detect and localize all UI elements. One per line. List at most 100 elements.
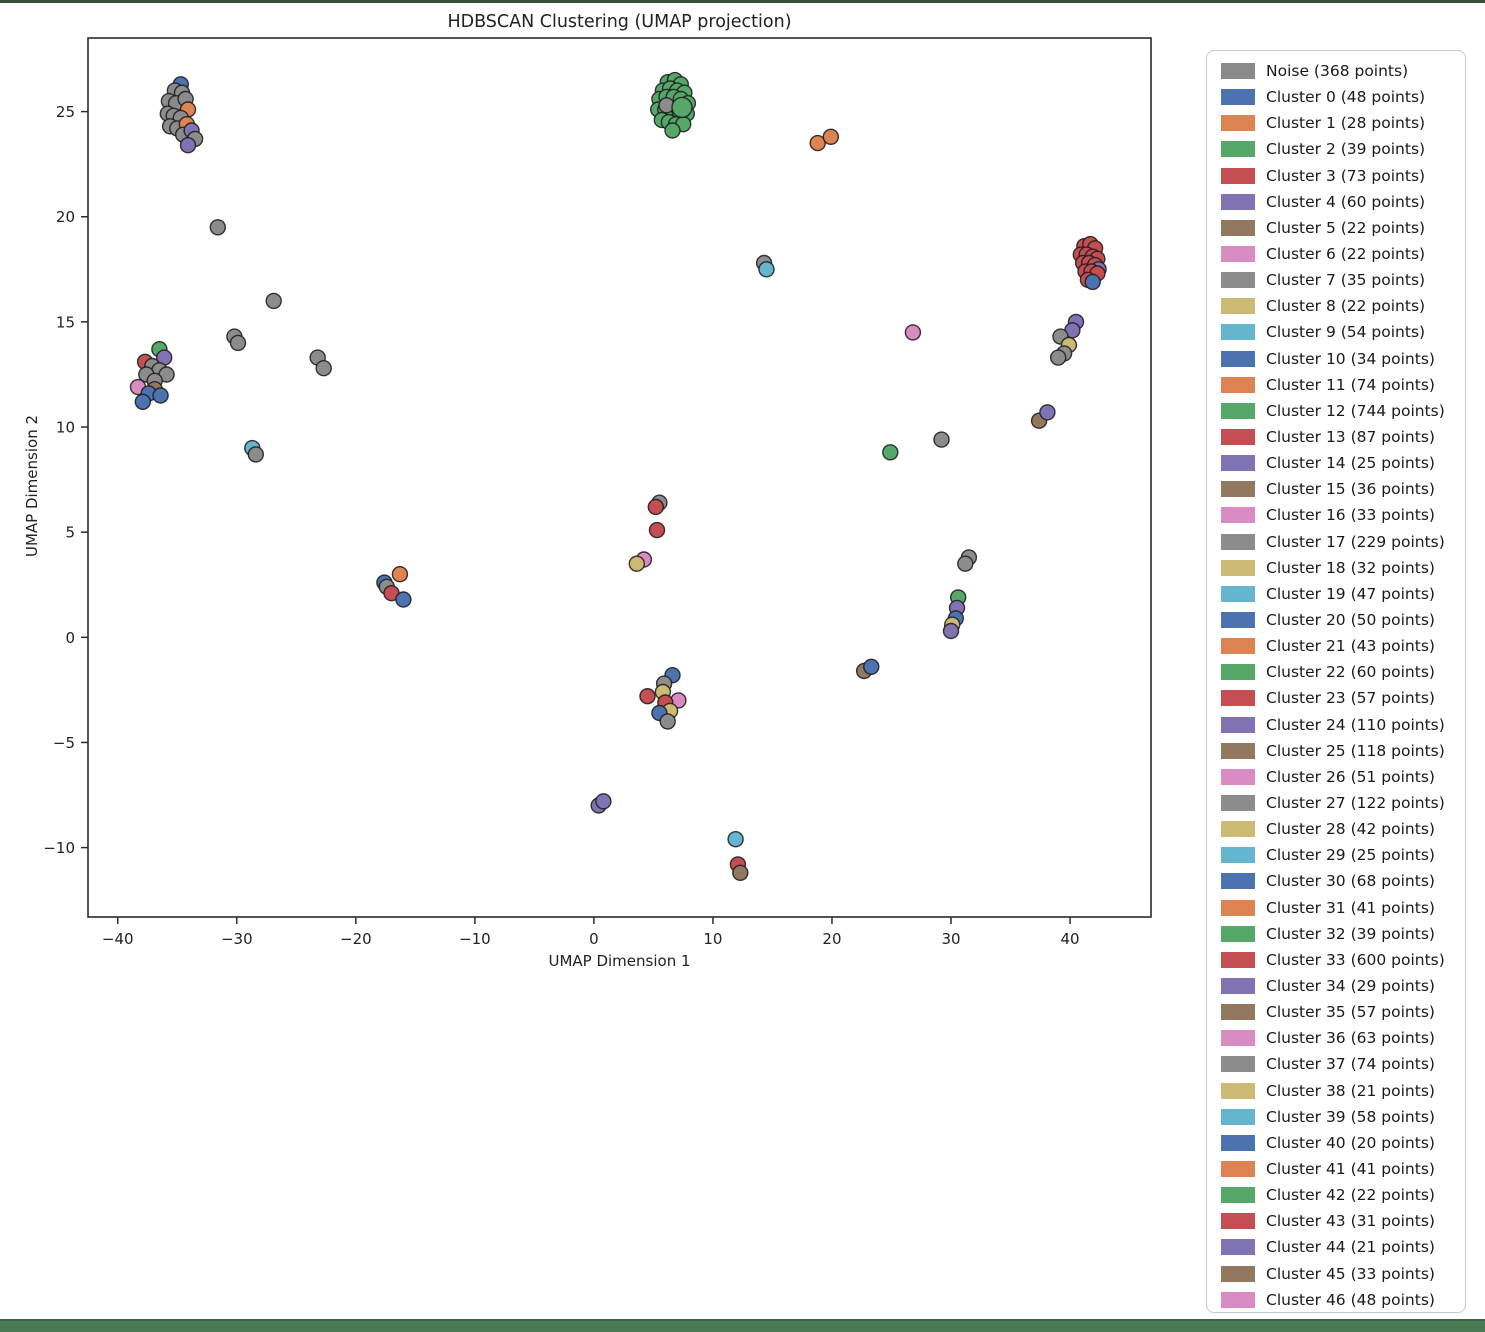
- legend-swatch: [1221, 507, 1255, 524]
- legend-label: Cluster 12 (744 points): [1266, 401, 1445, 420]
- scatter-point: [265, 292, 282, 310]
- legend-swatch: [1221, 612, 1255, 629]
- legend-item: Cluster 2 (39 points): [1221, 136, 1465, 162]
- legend-item: Cluster 17 (229 points): [1221, 529, 1465, 555]
- bottom-border-bar: [0, 1319, 1485, 1332]
- legend-label: Cluster 39 (58 points): [1266, 1107, 1435, 1126]
- legend-swatch: [1221, 847, 1255, 864]
- legend-swatch: [1221, 925, 1255, 942]
- legend-label: Cluster 26 (51 points): [1266, 767, 1435, 786]
- legend-label: Cluster 45 (33 points): [1266, 1264, 1435, 1283]
- legend-item: Cluster 16 (33 points): [1221, 502, 1465, 528]
- legend-label: Cluster 17 (229 points): [1266, 532, 1445, 551]
- scatter-point: [727, 831, 744, 848]
- legend-swatch: [1221, 1082, 1255, 1099]
- legend-swatch: [1221, 1213, 1255, 1230]
- scatter-point: [904, 324, 922, 341]
- legend-label: Cluster 24 (110 points): [1266, 715, 1445, 734]
- legend-swatch: [1221, 429, 1255, 446]
- legend-label: Cluster 33 (600 points): [1266, 950, 1445, 969]
- legend-swatch: [1221, 873, 1255, 890]
- scatter-point: [863, 658, 880, 675]
- legend-label: Cluster 15 (36 points): [1266, 480, 1435, 499]
- legend-label: Cluster 32 (39 points): [1266, 924, 1435, 943]
- legend-swatch: [1221, 1265, 1255, 1282]
- legend-swatch: [1221, 63, 1255, 80]
- scatter-point: [179, 136, 197, 154]
- scatter-point: [822, 128, 839, 146]
- scatter-point: [229, 334, 247, 352]
- legend-label: Cluster 1 (28 points): [1266, 114, 1426, 133]
- legend-label: Cluster 19 (47 points): [1266, 584, 1435, 603]
- scatter-plot: −40 −30 −20 −10 0 10 20 30 40 −10 −5 0 5 10 15 20 25: [43, 37, 1152, 948]
- legend-label: Cluster 9 (54 points): [1266, 323, 1426, 342]
- scatter-point: [942, 622, 960, 640]
- legend-item: Cluster 8 (22 points): [1221, 293, 1465, 319]
- scatter-point: [659, 713, 676, 730]
- legend-label: Cluster 37 (74 points): [1266, 1055, 1435, 1074]
- axes-box: [87, 37, 1152, 918]
- y-tick-label: −5: [53, 734, 75, 752]
- scatter-point: [639, 688, 656, 705]
- legend-swatch: [1221, 1160, 1255, 1177]
- legend-swatch: [1221, 585, 1255, 602]
- y-tick-label: −10: [43, 839, 75, 857]
- scatter-point: [647, 498, 664, 516]
- legend-swatch: [1221, 298, 1255, 315]
- legend-item: Cluster 44 (21 points): [1221, 1234, 1465, 1260]
- legend-swatch: [1221, 1291, 1255, 1308]
- legend-label: Cluster 36 (63 points): [1266, 1029, 1435, 1048]
- legend-swatch: [1221, 768, 1255, 785]
- legend-swatch: [1221, 455, 1255, 472]
- legend-swatch: [1221, 272, 1255, 289]
- legend-label: Cluster 27 (122 points): [1266, 794, 1445, 812]
- legend-label: Cluster 30 (68 points): [1266, 872, 1435, 891]
- legend-item: Cluster 43 (31 points): [1221, 1208, 1465, 1234]
- legend-swatch: [1221, 899, 1255, 916]
- legend-swatch: [1221, 246, 1255, 263]
- legend-swatch: [1221, 1056, 1255, 1073]
- scatter-point: [933, 431, 950, 448]
- legend-swatch: [1221, 402, 1255, 419]
- legend-swatch: [1221, 115, 1255, 132]
- legend-swatch: [1221, 690, 1255, 707]
- legend-item: Cluster 39 (58 points): [1221, 1104, 1465, 1130]
- legend-swatch: [1221, 350, 1255, 367]
- legend-label: Cluster 7 (35 points): [1266, 271, 1426, 290]
- x-tick-label: 10: [703, 930, 722, 948]
- scatter-point: [152, 387, 169, 404]
- legend-item: Cluster 31 (41 points): [1221, 895, 1465, 921]
- legend-label: Cluster 14 (25 points): [1266, 454, 1435, 473]
- scatter-point: [732, 864, 749, 881]
- x-tick-label: −10: [459, 930, 491, 948]
- legend-label: Cluster 31 (41 points): [1266, 898, 1435, 917]
- x-tick-label: −40: [102, 930, 134, 948]
- legend-label: Cluster 10 (34 points): [1266, 349, 1435, 368]
- scatter-point: [247, 446, 265, 463]
- legend-label: Cluster 8 (22 points): [1266, 297, 1426, 316]
- chart-title: HDBSCAN Clustering (UMAP projection): [447, 12, 792, 32]
- legend-label: Cluster 4 (60 points): [1266, 192, 1426, 211]
- scatter-point: [671, 96, 693, 119]
- legend-item: Cluster 35 (57 points): [1221, 999, 1465, 1025]
- legend-swatch: [1221, 664, 1255, 681]
- legend-label: Cluster 38 (21 points): [1266, 1081, 1435, 1100]
- legend-item: Cluster 19 (47 points): [1221, 581, 1465, 607]
- legend-label: Cluster 43 (31 points): [1266, 1212, 1435, 1231]
- legend-swatch: [1221, 1134, 1255, 1151]
- scatter-point: [882, 444, 899, 461]
- x-tick-label: 20: [822, 930, 841, 948]
- legend-item: Noise (368 points): [1221, 58, 1465, 84]
- legend-label: Noise (368 points): [1266, 62, 1409, 81]
- legend-item: Cluster 13 (87 points): [1221, 424, 1465, 450]
- legend-item: Cluster 10 (34 points): [1221, 346, 1465, 372]
- legend-item: Cluster 4 (60 points): [1221, 189, 1465, 215]
- legend-label: Cluster 44 (21 points): [1266, 1238, 1435, 1257]
- legend-swatch: [1221, 219, 1255, 236]
- legend-item: Cluster 45 (33 points): [1221, 1260, 1465, 1286]
- y-tick-label: 20: [56, 208, 75, 226]
- legend-label: Cluster 11 (74 points): [1266, 375, 1435, 394]
- legend-item: Cluster 29 (25 points): [1221, 842, 1465, 868]
- legend-item: Cluster 38 (21 points): [1221, 1077, 1465, 1103]
- scatter-point: [134, 393, 152, 410]
